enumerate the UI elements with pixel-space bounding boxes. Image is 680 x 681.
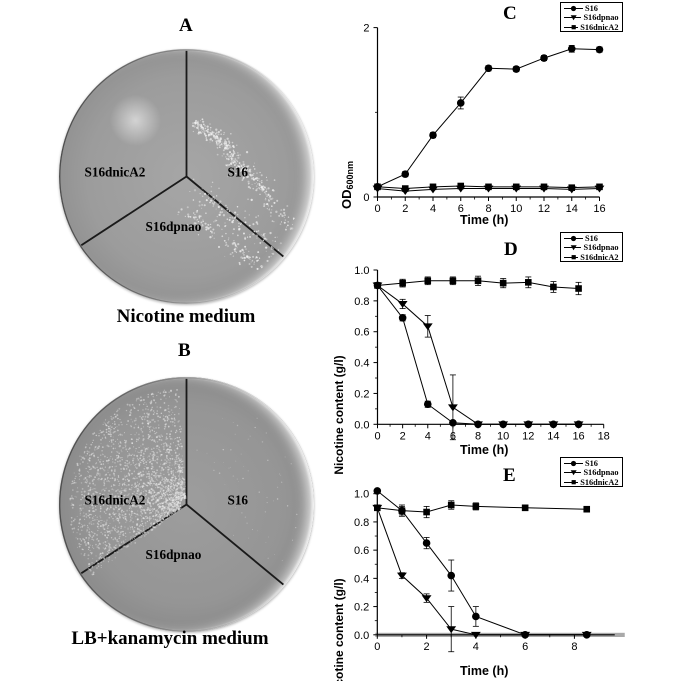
svg-text:0.0: 0.0: [354, 630, 369, 642]
svg-text:0.8: 0.8: [354, 296, 369, 308]
svg-text:1.0: 1.0: [354, 265, 369, 277]
svg-text:4: 4: [473, 641, 479, 653]
svg-text:12: 12: [522, 430, 534, 442]
svg-text:2: 2: [402, 203, 408, 215]
svg-text:Nicotine content (g/l): Nicotine content (g/l): [332, 578, 346, 681]
svg-text:0.8: 0.8: [354, 517, 369, 529]
svg-text:0: 0: [374, 203, 380, 215]
svg-text:0.4: 0.4: [354, 358, 369, 370]
svg-text:0.4: 0.4: [354, 573, 369, 585]
svg-text:16: 16: [572, 430, 584, 442]
svg-text:18: 18: [598, 430, 610, 442]
svg-text:0: 0: [374, 641, 380, 653]
svg-text:8: 8: [571, 641, 577, 653]
svg-text:10: 10: [510, 203, 522, 215]
svg-text:4: 4: [430, 203, 436, 215]
svg-text:0: 0: [363, 192, 369, 204]
svg-text:1.0: 1.0: [354, 489, 369, 501]
svg-text:0.2: 0.2: [354, 388, 369, 400]
svg-text:12: 12: [538, 203, 550, 215]
svg-text:8: 8: [475, 430, 481, 442]
svg-text:14: 14: [547, 430, 559, 442]
svg-text:0: 0: [374, 430, 380, 442]
svg-text:4: 4: [425, 430, 431, 442]
svg-text:14: 14: [566, 203, 578, 215]
svg-text:2: 2: [363, 23, 369, 35]
svg-text:6: 6: [522, 641, 528, 653]
svg-text:10: 10: [497, 430, 509, 442]
svg-text:0.2: 0.2: [354, 602, 369, 614]
svg-text:OD600nm: OD600nm: [339, 161, 355, 209]
svg-text:0.6: 0.6: [354, 545, 369, 557]
svg-text:0.0: 0.0: [354, 419, 369, 431]
svg-text:2: 2: [400, 430, 406, 442]
svg-text:2: 2: [424, 641, 430, 653]
svg-text:16: 16: [593, 203, 605, 215]
svg-text:0.6: 0.6: [354, 327, 369, 339]
